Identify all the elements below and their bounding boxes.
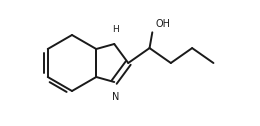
Text: H: H: [112, 25, 119, 34]
Text: N: N: [112, 92, 119, 102]
Text: OH: OH: [155, 19, 170, 29]
